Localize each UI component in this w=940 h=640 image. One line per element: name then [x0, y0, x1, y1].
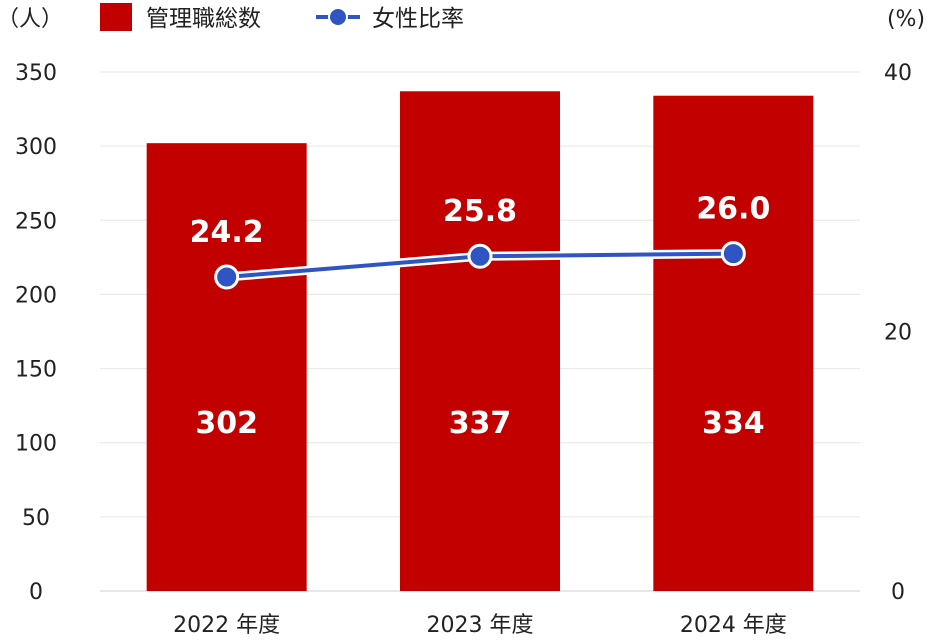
- x-category-label: 2022 年度: [173, 613, 280, 638]
- left-axis-ticks: 0 50 100 150 200 250 300 350: [15, 61, 57, 605]
- x-category-label: 2024 年度: [680, 613, 787, 638]
- left-tick-label: 200: [15, 283, 57, 308]
- right-tick-label: 40: [884, 61, 912, 86]
- bar: [146, 143, 307, 592]
- legend-bar-swatch: [100, 3, 132, 31]
- bar-value-label: 337: [449, 406, 512, 441]
- ratio-point: [720, 241, 746, 267]
- left-tick-label: 350: [15, 61, 57, 86]
- ratio-labels: 24.2 25.8 26.0: [190, 192, 771, 250]
- ratio-value-label: 25.8: [443, 194, 517, 229]
- x-category-label: 2023 年度: [427, 613, 534, 638]
- right-axis-unit: (%): [887, 7, 925, 32]
- left-tick-label: 300: [15, 135, 57, 160]
- left-tick-label: 0: [29, 580, 43, 605]
- ratio-point: [467, 243, 493, 269]
- ratio-point: [214, 264, 240, 290]
- left-tick-label: 100: [15, 432, 57, 457]
- legend: 管理職総数 女性比率: [100, 3, 464, 32]
- bar-value-label: 334: [702, 406, 765, 441]
- legend-line-marker: [328, 7, 348, 27]
- left-tick-label: 250: [15, 209, 57, 234]
- right-axis-ticks: 0 20 40: [884, 61, 912, 605]
- ratio-line: [214, 241, 746, 290]
- bar-value-label: 302: [195, 406, 258, 441]
- left-axis-unit: （人）: [0, 7, 63, 32]
- right-tick-label: 0: [891, 580, 905, 605]
- left-tick-label: 150: [15, 358, 57, 383]
- bars: 302 337 334: [146, 91, 814, 592]
- x-axis-categories: 2022 年度 2023 年度 2024 年度: [173, 613, 787, 638]
- left-tick-label: 50: [22, 506, 50, 531]
- right-tick-label: 20: [884, 321, 912, 346]
- ratio-value-label: 26.0: [696, 192, 770, 227]
- legend-line-label: 女性比率: [372, 6, 464, 32]
- bar: [653, 95, 814, 592]
- ratio-value-label: 24.2: [190, 215, 264, 250]
- bar: [400, 91, 560, 591]
- legend-bar-label: 管理職総数: [146, 6, 261, 32]
